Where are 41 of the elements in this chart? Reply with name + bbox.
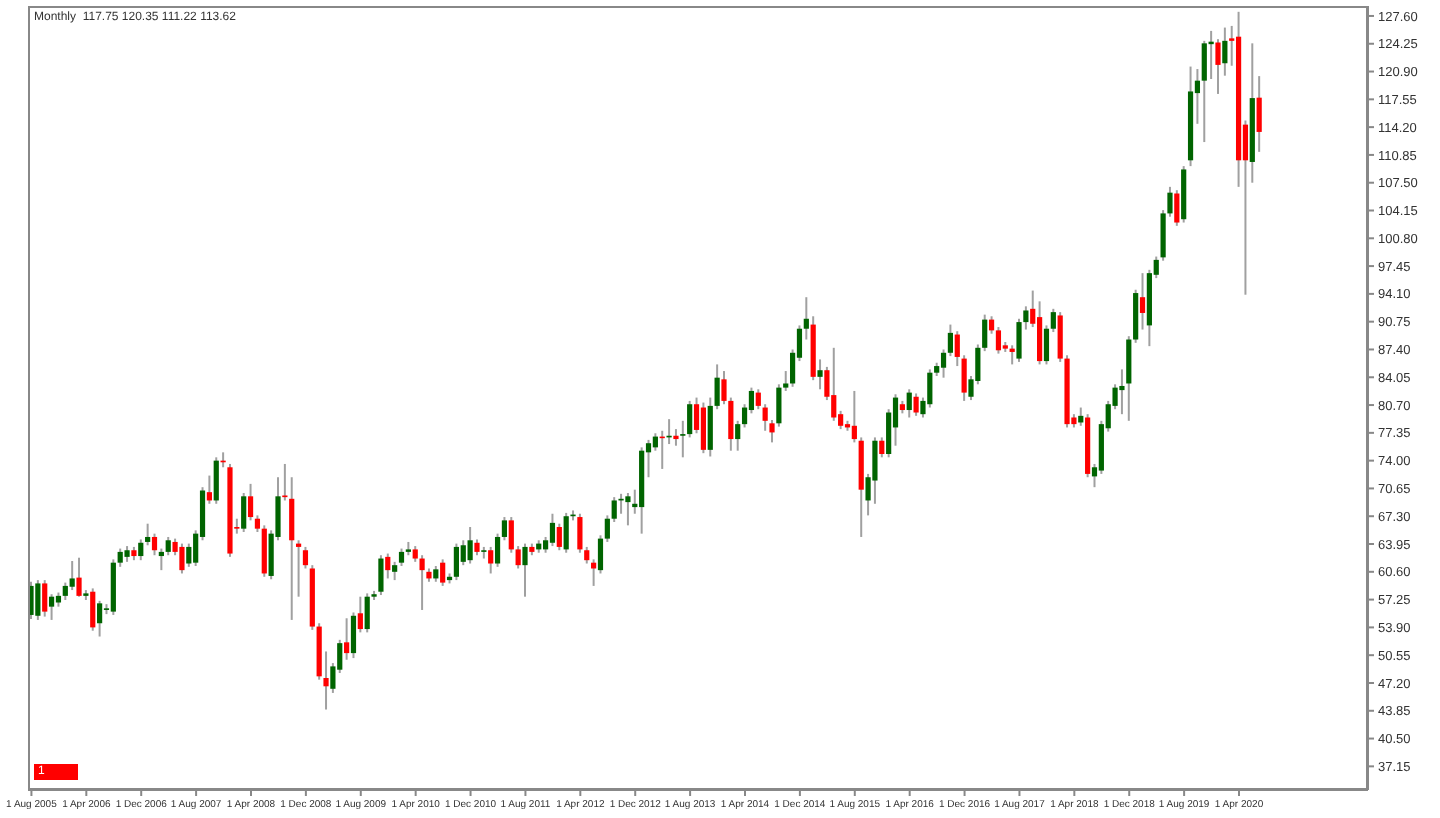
candlestick: [76, 556, 82, 598]
candlestick: [206, 474, 212, 505]
candlestick: [625, 491, 631, 527]
candlestick: [1256, 75, 1262, 153]
candlestick: [1201, 39, 1207, 144]
candlestick: [90, 587, 96, 632]
candlestick: [549, 512, 556, 548]
candlestick: [179, 542, 185, 575]
candlestick: [392, 560, 398, 582]
candlestick: [48, 593, 55, 621]
candlestick: [913, 392, 919, 417]
candlestick: [831, 346, 837, 422]
candlestick: [364, 592, 370, 634]
candlestick: [357, 595, 363, 634]
candlestick: [927, 368, 933, 409]
candlestick: [563, 511, 569, 554]
candlestick: [97, 599, 103, 638]
candlestick: [440, 558, 446, 587]
candlestick: [69, 560, 75, 592]
candlestick: [186, 542, 192, 568]
candlestick: [817, 358, 823, 391]
candlestick: [138, 538, 144, 562]
candlestick: [1139, 272, 1146, 331]
candlestick: [35, 579, 41, 621]
candlestick: [1174, 189, 1180, 227]
candlestick: [419, 554, 425, 611]
candlestick: [577, 512, 583, 554]
candlestick: [906, 388, 912, 419]
candlestick: [453, 542, 459, 582]
candlestick: [241, 491, 247, 533]
candlestick: [522, 542, 528, 598]
candlestick: [378, 554, 384, 597]
candlestick: [213, 456, 219, 505]
candlestick: [261, 524, 267, 578]
candlestick: [556, 522, 562, 552]
candlestick: [42, 579, 48, 618]
candlestick: [488, 545, 494, 575]
candlestick: [467, 526, 473, 565]
candlestick: [700, 401, 706, 455]
candlestick: [165, 535, 171, 557]
candlestick: [879, 436, 885, 459]
